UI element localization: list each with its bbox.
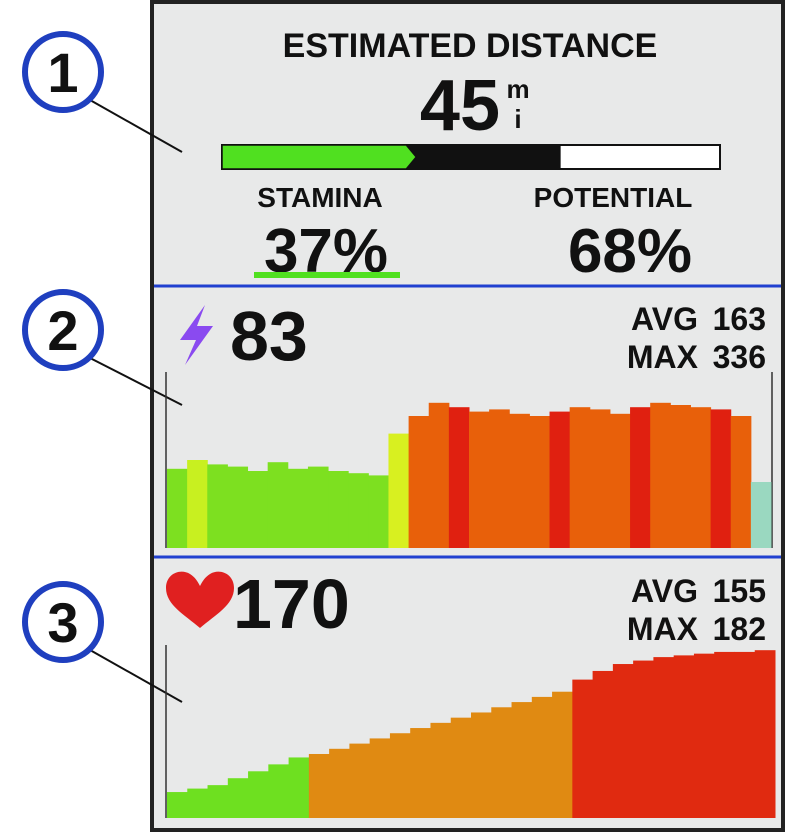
stamina-label: STAMINA bbox=[257, 182, 382, 213]
callout-number: 2 bbox=[47, 299, 78, 362]
graph-column bbox=[328, 471, 349, 548]
power-icon bbox=[180, 305, 213, 365]
graph-column bbox=[549, 411, 571, 548]
graph-column bbox=[267, 462, 289, 548]
potential-label: POTENTIAL bbox=[534, 182, 693, 213]
graph-column bbox=[287, 468, 309, 548]
callout-circle bbox=[22, 581, 104, 663]
graph-column bbox=[491, 707, 513, 818]
hr-value: 170 bbox=[233, 565, 350, 643]
graph-column bbox=[307, 466, 329, 548]
graph-column bbox=[428, 402, 450, 548]
graph-column bbox=[389, 733, 411, 818]
callout-circle bbox=[22, 289, 104, 371]
graph-column bbox=[569, 407, 591, 548]
graph-column bbox=[187, 788, 209, 818]
graph-column bbox=[572, 679, 594, 818]
graph-column bbox=[690, 407, 712, 548]
graph-column bbox=[529, 416, 551, 548]
stamina-underline bbox=[254, 272, 400, 278]
graph-column bbox=[693, 653, 715, 818]
graph-column bbox=[368, 475, 389, 548]
graph-column bbox=[710, 409, 732, 548]
graph-column bbox=[268, 764, 290, 818]
avg-value: 163 bbox=[713, 301, 766, 337]
distance-label: ESTIMATED DISTANCE bbox=[283, 27, 658, 65]
distance-value: 45 bbox=[420, 66, 500, 146]
graph-column bbox=[247, 471, 269, 548]
potential-value: 68% bbox=[568, 217, 692, 286]
graph-column bbox=[754, 650, 776, 818]
graph-column bbox=[653, 657, 675, 818]
graph-column bbox=[227, 778, 249, 818]
stamina-fill bbox=[221, 144, 418, 170]
graph-column bbox=[633, 660, 654, 818]
graph-column bbox=[750, 482, 772, 548]
graph-column bbox=[734, 651, 756, 818]
graph-column bbox=[167, 468, 188, 548]
graph-column bbox=[167, 792, 188, 818]
graph-column bbox=[552, 691, 573, 818]
graph-column bbox=[410, 728, 431, 818]
graph-column bbox=[448, 407, 470, 548]
leader-line bbox=[89, 99, 183, 153]
graph-column bbox=[227, 466, 249, 548]
graph-column bbox=[430, 722, 452, 818]
graph-column bbox=[288, 757, 310, 818]
distance-unit: i bbox=[514, 104, 521, 134]
graph-column bbox=[349, 743, 371, 818]
graph-column bbox=[450, 717, 472, 818]
graph-column bbox=[630, 407, 651, 548]
callout-circle bbox=[22, 31, 104, 113]
graph-column bbox=[369, 738, 391, 818]
graph-column bbox=[609, 413, 631, 548]
graph-column bbox=[471, 712, 492, 818]
graph-column bbox=[589, 409, 611, 548]
graph-column bbox=[670, 405, 691, 548]
avg-label: AVG bbox=[631, 573, 698, 609]
power-value: 83 bbox=[230, 297, 308, 375]
graph-column bbox=[248, 771, 269, 818]
callouts: 1 2 3 bbox=[22, 31, 183, 703]
graph-column bbox=[348, 473, 369, 548]
graph-column bbox=[673, 655, 695, 818]
graph-column bbox=[650, 402, 671, 548]
avg-value: 155 bbox=[713, 573, 766, 609]
graph-column bbox=[308, 753, 330, 818]
graph-column bbox=[509, 413, 530, 548]
graph-column bbox=[489, 409, 510, 548]
max-label: MAX bbox=[627, 611, 699, 647]
avg-label: AVG bbox=[631, 301, 698, 337]
graph-column bbox=[469, 411, 490, 548]
graph-column bbox=[329, 748, 350, 818]
graph-column bbox=[511, 702, 533, 818]
graph-column bbox=[207, 785, 229, 818]
graph-column bbox=[388, 433, 410, 548]
max-label: MAX bbox=[627, 339, 699, 375]
graph-column bbox=[207, 464, 228, 548]
graph-column bbox=[612, 664, 634, 818]
graph-column bbox=[187, 460, 208, 548]
distance-unit: m bbox=[506, 74, 529, 104]
graph-column bbox=[531, 696, 553, 818]
callout-number: 3 bbox=[47, 591, 78, 654]
stamina-bar bbox=[221, 144, 721, 170]
max-value: 182 bbox=[713, 611, 766, 647]
graph-column bbox=[714, 651, 735, 818]
graph-column bbox=[408, 416, 430, 548]
callout-number: 1 bbox=[47, 41, 78, 104]
graph-column bbox=[730, 416, 752, 548]
max-value: 336 bbox=[713, 339, 766, 375]
heart-icon bbox=[166, 571, 234, 628]
graph-column bbox=[592, 670, 614, 818]
